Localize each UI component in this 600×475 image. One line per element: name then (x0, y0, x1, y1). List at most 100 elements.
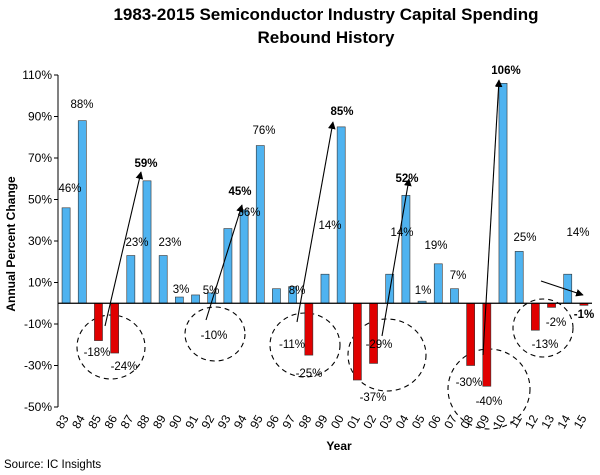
data-label: 52% (395, 173, 418, 185)
bar-86 (110, 302, 119, 354)
bar-99 (320, 273, 330, 304)
y-tick-label: 90% (28, 110, 52, 124)
bar-85 (94, 302, 103, 341)
bar-87 (126, 255, 136, 304)
trough-circle (347, 318, 427, 392)
y-axis-label: Annual Percent Change (4, 176, 18, 312)
data-label: 1% (415, 285, 432, 297)
data-label: 23% (158, 237, 181, 249)
annotation-circles (76, 298, 574, 430)
x-axis-ticks: 8384858687888990919293949596979899000102… (53, 412, 590, 431)
bar-96 (272, 288, 281, 304)
chart-title: 1983-2015 Semiconductor Industry Capital… (113, 5, 538, 24)
x-tick-label: 08 (457, 412, 476, 431)
data-label: -13% (532, 339, 559, 351)
data-label: 3% (173, 284, 190, 296)
x-tick-label: 91 (182, 412, 201, 431)
y-tick-label: -10% (24, 317, 52, 331)
data-label: 85% (330, 106, 353, 118)
x-tick-label: 85 (85, 412, 104, 431)
x-tick-label: 13 (538, 412, 557, 431)
bar-84 (77, 120, 87, 304)
data-label: -18% (84, 347, 111, 359)
y-axis: 110% 90% 70% 50% 30% 10% -10% -30% -50% (22, 68, 59, 414)
x-tick-label: 11 (506, 412, 525, 430)
x-tick-label: 06 (425, 412, 444, 431)
bar-90 (175, 296, 184, 304)
bar-98 (304, 302, 314, 356)
data-label: -24% (111, 361, 138, 373)
bar-01 (353, 302, 362, 381)
trough-circle (184, 306, 246, 362)
x-tick-label: 10 (490, 412, 509, 431)
data-label: -25% (296, 368, 323, 380)
data-label: 14% (566, 227, 589, 239)
x-tick-label: 04 (393, 412, 412, 431)
data-label: -30% (456, 377, 483, 389)
y-tick-label: 30% (28, 234, 52, 248)
trough-circle (512, 298, 574, 358)
data-label: 76% (252, 125, 275, 137)
bar-02 (369, 302, 378, 364)
source-note: Source: IC Insights (4, 459, 101, 471)
x-tick-label: 00 (328, 412, 347, 431)
bar-06 (433, 263, 443, 304)
x-tick-label: 92 (199, 412, 218, 431)
data-label: -11% (279, 339, 305, 351)
data-label: 59% (134, 158, 157, 170)
x-tick-label: 96 (263, 412, 282, 431)
data-label: 23% (125, 237, 148, 249)
rebound-arrow (296, 121, 336, 323)
data-label: -1% (574, 309, 594, 321)
x-tick-label: 02 (360, 412, 379, 431)
x-tick-label: 03 (377, 412, 396, 431)
data-label: 46% (58, 183, 81, 195)
bar-12 (531, 302, 540, 331)
x-tick-label: 86 (101, 412, 120, 431)
data-label: 7% (450, 270, 467, 282)
x-tick-label: 94 (231, 412, 250, 431)
y-tick-label: -50% (24, 400, 52, 414)
x-tick-label: 09 (474, 412, 493, 431)
data-labels: 46% 88% -18%-24% 23% 59% 23% 3% 5% -10% 36% 45% 76%… (58, 65, 594, 408)
x-tick-label: 97 (279, 412, 298, 431)
x-tick-label: 89 (150, 412, 169, 431)
x-tick-label: 12 (522, 412, 541, 431)
x-tick-label: 98 (296, 412, 315, 431)
x-tick-label: 01 (344, 412, 363, 431)
bar-89 (158, 255, 168, 304)
chart-subtitle: Rebound History (258, 28, 395, 47)
rebound-arrow (381, 178, 412, 337)
data-label: -37% (360, 392, 387, 404)
x-tick-label: 07 (441, 412, 460, 431)
annotation-arrows (104, 79, 584, 356)
bar-13 (547, 302, 556, 308)
x-tick-label: 05 (409, 412, 428, 431)
rebound-arrow (205, 204, 244, 321)
y-tick-label: -30% (24, 359, 52, 373)
data-label: 19% (424, 240, 447, 252)
data-label: 45% (228, 186, 251, 198)
y-tick-label: 10% (28, 276, 52, 290)
data-label: 88% (70, 99, 93, 111)
x-tick-label: 90 (166, 412, 185, 431)
data-label: 8% (289, 285, 306, 297)
x-tick-label: 88 (134, 412, 153, 431)
bar-11 (514, 251, 524, 304)
data-label: -40% (476, 396, 503, 408)
bar-83 (61, 207, 71, 304)
bars (58, 83, 592, 387)
x-tick-label: 14 (555, 412, 574, 431)
bar-00 (336, 126, 346, 304)
x-tick-label: 83 (53, 412, 72, 431)
data-label: 14% (318, 220, 341, 232)
bar-07 (450, 288, 459, 304)
rebound-arrow (104, 171, 144, 327)
data-label: -2% (546, 317, 566, 329)
bar-10 (498, 83, 508, 304)
y-tick-label: 50% (28, 193, 52, 207)
x-axis-label: Year (326, 439, 352, 453)
data-label: 36% (237, 207, 260, 219)
bar-91 (191, 294, 200, 304)
